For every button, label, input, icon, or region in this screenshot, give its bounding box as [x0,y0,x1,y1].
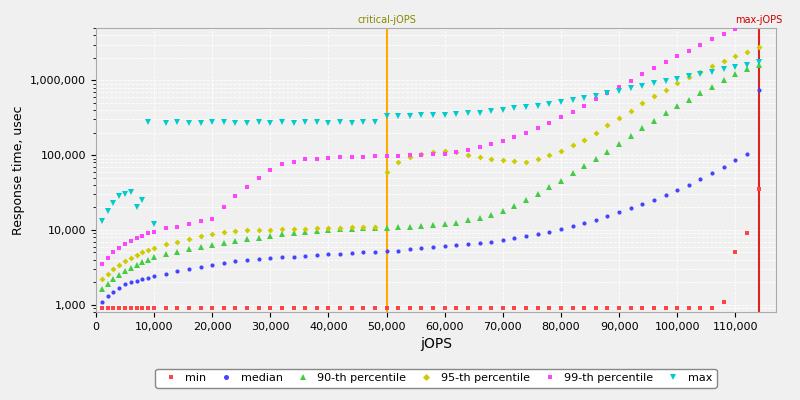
90-th percentile [754,63,763,68]
Line: min: min [100,187,761,310]
max [672,76,682,81]
median [97,299,106,304]
min [97,306,106,310]
median [742,151,752,156]
max [196,120,206,125]
90-th percentile [126,266,136,270]
Text: critical-jOPS: critical-jOPS [357,15,416,25]
median [754,87,763,92]
median [230,259,240,264]
max [754,60,763,65]
99-th percentile [474,145,484,150]
Legend: min, median, 90-th percentile, 95-th percentile, 99-th percentile, max: min, median, 90-th percentile, 95-th per… [155,369,717,388]
90-th percentile [474,216,484,220]
Y-axis label: Response time, usec: Response time, usec [12,105,25,235]
max [242,120,252,125]
99-th percentile [754,17,763,22]
95-th percentile [184,236,194,241]
99-th percentile [97,262,106,266]
95-th percentile [230,228,240,233]
median [184,267,194,272]
99-th percentile [230,194,240,199]
median [661,193,670,198]
max [486,108,496,113]
min [184,306,194,310]
90-th percentile [661,111,670,116]
95-th percentile [742,50,752,54]
Line: max: max [99,60,762,227]
max [126,190,136,194]
X-axis label: jOPS: jOPS [420,337,452,351]
median [126,280,136,285]
max [97,219,106,224]
99-th percentile [184,222,194,226]
min [742,231,752,236]
95-th percentile [97,277,106,282]
min [661,306,670,310]
max [405,114,414,119]
90-th percentile [230,239,240,244]
99-th percentile [742,22,752,27]
90-th percentile [742,67,752,72]
95-th percentile [126,256,136,260]
min [474,306,484,310]
Text: max-jOPS: max-jOPS [735,15,782,25]
Line: 99-th percentile: 99-th percentile [100,17,761,266]
95-th percentile [661,87,670,92]
95-th percentile [474,154,484,159]
min [230,306,240,310]
min [126,306,136,310]
min [754,187,763,192]
Line: median: median [100,88,761,304]
median [474,240,484,245]
99-th percentile [126,238,136,243]
max [150,222,159,226]
Line: 95-th percentile: 95-th percentile [100,45,761,281]
95-th percentile [754,44,763,49]
90-th percentile [184,247,194,252]
Line: 90-th percentile: 90-th percentile [99,62,762,292]
90-th percentile [97,287,106,292]
99-th percentile [661,60,670,64]
